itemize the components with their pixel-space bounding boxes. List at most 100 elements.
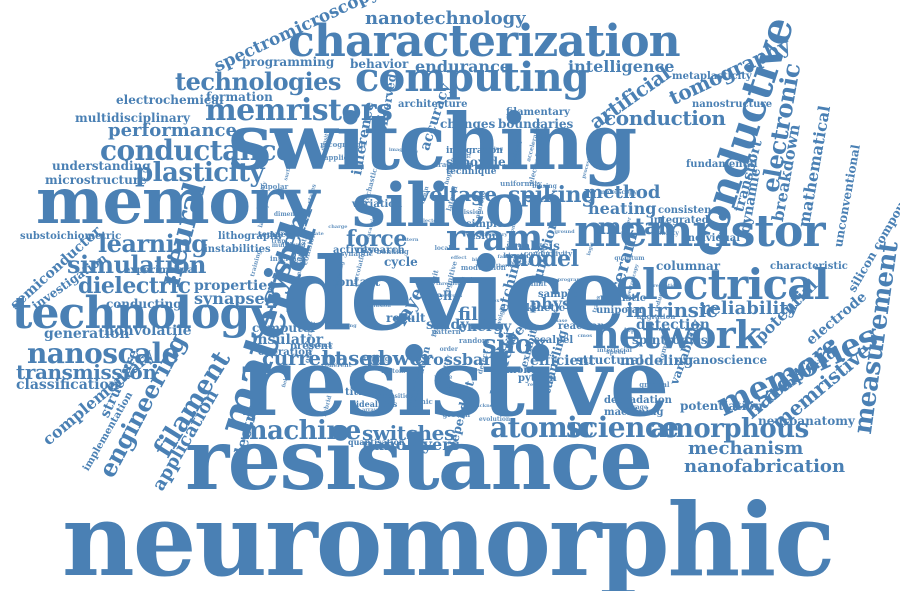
cloud-word: modeling [620, 353, 694, 369]
cloud-word: temperature [258, 229, 315, 239]
cloud-word: pulse [434, 373, 453, 381]
cloud-word: multidisciplinary [75, 111, 190, 125]
cloud-word: generation [44, 326, 130, 342]
cloud-word: random [459, 335, 490, 345]
cloud-word: resistive [240, 328, 669, 438]
cloud-word: imaging [388, 146, 412, 153]
cloud-word: modulation [460, 263, 506, 273]
cloud-word: order [439, 345, 458, 353]
cloud-word: suboxide [446, 155, 506, 169]
cloud-word: unconventional [831, 143, 863, 249]
cloud-word: array [362, 406, 377, 413]
cloud-word: nonvolatile [104, 323, 192, 339]
cloud-word: transmission [16, 360, 157, 384]
cloud-word: present [290, 341, 333, 352]
cloud-word: detection [636, 317, 710, 333]
cloud-word: experimental [124, 265, 198, 276]
cloud-word: potentiation [680, 399, 764, 413]
cloud-word: degradation [604, 395, 672, 406]
cloud-word: intrinsic [626, 298, 718, 322]
cloud-word: lithography [218, 231, 283, 242]
cloud-word: tuning [363, 353, 390, 363]
cloud-word: deposition [378, 393, 414, 401]
cloud-word: result [386, 311, 426, 325]
cloud-word: technology [12, 288, 275, 339]
cloud-word: nanotechnology [365, 8, 526, 29]
cloud-word: interfacial [596, 347, 632, 355]
cloud-word: conducting [106, 297, 182, 311]
cloud-word: monte [506, 365, 542, 376]
cloud-word: ionic [457, 153, 472, 160]
cloud-word: photon [394, 315, 415, 322]
cloud-word: memristors [205, 93, 393, 128]
cloud-word: consistency [658, 205, 724, 216]
cloud-word: metaplasticity [672, 71, 752, 82]
cloud-word: endurance [415, 57, 510, 76]
cloud-word: columnar [656, 259, 721, 273]
cloud-word: crossbar [415, 350, 492, 369]
cloud-word: amorphous [650, 414, 809, 444]
cloud-word: current [262, 346, 344, 370]
cloud-word: charge [328, 224, 348, 231]
cloud-word: diffusion [366, 302, 391, 309]
cloud-word: recognition [320, 139, 366, 149]
cloud-word: operation [258, 347, 313, 358]
cloud-word: computing [355, 54, 590, 101]
cloud-word: region [527, 382, 546, 389]
cloud-word: vertical [508, 259, 534, 267]
cloud-word: nanoscience [684, 353, 768, 367]
cloud-word: kinetic [526, 303, 565, 314]
cloud-word: local [434, 244, 451, 252]
cloud-word: energy [458, 319, 512, 335]
cloud-word: interface [270, 254, 306, 264]
cloud-word: sample [538, 289, 578, 300]
cloud-word: nanoscale [27, 337, 179, 370]
cloud-word: electrical [616, 260, 830, 309]
cloud-word: limit [528, 278, 547, 288]
cloud-word: evolution [478, 416, 511, 424]
cloud-word: activity [333, 245, 375, 256]
cloud-word: technique [446, 167, 497, 177]
cloud-word: microstructure [45, 173, 147, 187]
cloud-word: variation [352, 199, 403, 210]
cloud-word: machine [240, 416, 361, 446]
cloud-word: programming [242, 55, 335, 69]
cloud-word: emission [453, 209, 484, 217]
cloud-word: individual [684, 233, 741, 244]
cloud-word: bottom [381, 367, 406, 375]
cloud-word: unipolar [596, 305, 644, 316]
cloud-word: electrons [436, 292, 463, 299]
cloud-word: nanofabrication [684, 456, 846, 477]
cloud-word: boundaries [498, 117, 574, 131]
cloud-word: research [356, 245, 405, 256]
cloud-word: network [592, 312, 761, 357]
cloud-word: dielectric [78, 273, 191, 299]
cloud-word: speed [606, 349, 626, 357]
cloud-word: voltage [418, 182, 497, 206]
cloud-word: biasing [532, 183, 557, 191]
cloud-word: metal [598, 214, 666, 240]
cloud-word: dimension [273, 210, 309, 218]
cloud-word: uniformity [500, 179, 542, 189]
cloud-word: selector [416, 218, 440, 225]
cloud-word: performance [108, 120, 237, 141]
cloud-word: redox [483, 297, 500, 304]
cloud-word: fundamental [686, 159, 758, 170]
cloud-word: migration [636, 312, 676, 322]
cloud-word: computer [252, 321, 317, 335]
cloud-word: thermal [496, 262, 519, 269]
cloud-word: bias [471, 257, 484, 264]
cloud-word: top [624, 327, 636, 335]
cloud-word: titanium [345, 387, 394, 398]
cloud-word: phase [551, 317, 568, 324]
cloud-word: conductivity [523, 248, 573, 258]
cloud-word: physic [530, 294, 587, 313]
cloud-word: coherent [321, 361, 352, 369]
cloud-word: memory [36, 164, 319, 239]
cloud-word: multilevel [271, 242, 306, 250]
cloud-word: reliability [700, 298, 799, 319]
cloud-word: switching [228, 97, 637, 188]
cloud-word: neuromorphic [62, 481, 835, 591]
cloud-word: machining [604, 407, 664, 418]
